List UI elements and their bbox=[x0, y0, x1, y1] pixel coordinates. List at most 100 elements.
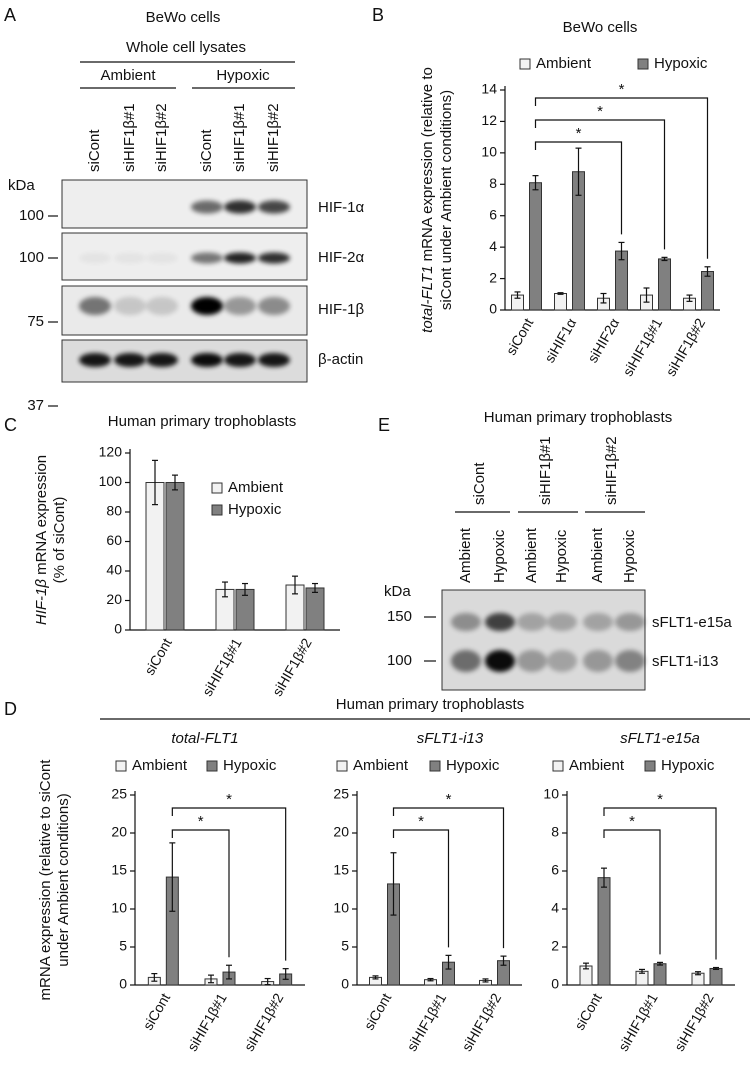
error-bar bbox=[292, 575, 298, 595]
significance-label: * bbox=[446, 791, 452, 808]
group-label: siHIF1β#1 bbox=[537, 436, 554, 505]
x-tick-label: siHIF1β#1 bbox=[199, 635, 245, 699]
error-bar bbox=[643, 287, 650, 303]
legend-swatch bbox=[336, 760, 348, 772]
y-tick-label: 0 bbox=[114, 621, 122, 637]
y-tick-label: 5 bbox=[341, 938, 349, 954]
lane-label: siHIF1β#2 bbox=[265, 103, 282, 172]
legend-label: Ambient bbox=[536, 55, 592, 72]
blot-band bbox=[146, 353, 178, 367]
marker-label: 37 bbox=[27, 397, 44, 414]
y-tick-label: 25 bbox=[111, 786, 127, 802]
error-bar bbox=[532, 175, 539, 191]
y-tick-label: 60 bbox=[106, 532, 122, 548]
marker-label: 100 bbox=[387, 652, 412, 669]
significance-bracket bbox=[171, 807, 287, 961]
bar bbox=[165, 482, 185, 631]
legend-swatch bbox=[115, 760, 127, 772]
y-tick-label: 25 bbox=[333, 786, 349, 802]
legend-label: Ambient bbox=[228, 479, 284, 496]
error-bar bbox=[312, 582, 318, 593]
blot-band bbox=[79, 252, 111, 264]
y-tick-label: 4 bbox=[489, 238, 497, 254]
bar bbox=[701, 271, 714, 311]
y-tick-label: 0 bbox=[551, 976, 559, 992]
x-tick-label: siHIF1β#1 bbox=[403, 990, 449, 1054]
significance-bracket bbox=[534, 97, 709, 259]
blot-title: Human primary trophoblasts bbox=[484, 409, 672, 426]
significance-label: * bbox=[597, 103, 603, 120]
blot-band bbox=[191, 200, 223, 214]
band-label: β-actin bbox=[318, 351, 363, 368]
bar bbox=[305, 587, 325, 631]
lane-label: Hypoxic bbox=[553, 529, 570, 583]
legend-label: Hypoxic bbox=[661, 757, 715, 774]
panel-title: Human primary trophoblasts bbox=[336, 696, 524, 713]
bar bbox=[653, 963, 667, 986]
blot-panel bbox=[441, 589, 646, 691]
y-axis-label-part: mRNA expression bbox=[33, 455, 50, 579]
lane-label: Hypoxic bbox=[621, 529, 638, 583]
bar bbox=[529, 182, 542, 311]
significance-bracket bbox=[603, 807, 717, 960]
error-bar bbox=[169, 842, 176, 912]
panel-letter: E bbox=[378, 415, 390, 435]
blot-band bbox=[451, 650, 481, 672]
group-label: Hypoxic bbox=[216, 67, 270, 84]
blot-band bbox=[79, 353, 111, 367]
marker-label: 150 bbox=[387, 608, 412, 625]
chart-title: sFLT1-e15a bbox=[620, 730, 700, 747]
y-tick-label: 5 bbox=[119, 938, 127, 954]
group-label: siCont bbox=[471, 462, 488, 505]
error-bar bbox=[264, 977, 271, 986]
y-axis-label: siCont under Ambient conditions) bbox=[438, 90, 455, 310]
y-tick-label: 20 bbox=[106, 591, 122, 607]
y-tick-label: 8 bbox=[551, 824, 559, 840]
blot-band bbox=[114, 297, 146, 315]
legend-swatch bbox=[211, 482, 223, 494]
error-bar bbox=[151, 972, 158, 982]
blot-band bbox=[451, 613, 481, 631]
error-bar bbox=[282, 968, 289, 980]
blot-band bbox=[547, 613, 577, 631]
significance-bracket bbox=[392, 829, 450, 948]
error-bar bbox=[208, 974, 214, 984]
y-tick-label: 10 bbox=[481, 144, 497, 160]
x-tick-label: siHIF1β#2 bbox=[662, 315, 708, 379]
bar bbox=[597, 877, 611, 986]
significance-bracket bbox=[392, 807, 505, 949]
y-axis-label-part: siCont under Ambient conditions) bbox=[438, 90, 455, 310]
significance-label: * bbox=[418, 813, 424, 830]
blot-band bbox=[615, 613, 645, 631]
marker-label: 75 bbox=[27, 313, 44, 330]
legend-label: Hypoxic bbox=[446, 757, 500, 774]
y-axis-label-part: HIF-1β bbox=[33, 579, 50, 626]
significance-label: * bbox=[619, 81, 625, 98]
legend-swatch bbox=[637, 58, 649, 70]
y-tick-label: 20 bbox=[111, 824, 127, 840]
blot-band bbox=[547, 650, 577, 672]
error-bar bbox=[713, 966, 719, 971]
y-axis-label-part: total-FLT1 bbox=[419, 266, 436, 333]
lane-label: siHIF1β#2 bbox=[153, 103, 170, 172]
x-tick-label: siHIF1β#1 bbox=[619, 315, 665, 379]
significance-label: * bbox=[629, 813, 635, 830]
blot-band bbox=[114, 353, 146, 367]
blot-band bbox=[114, 252, 146, 264]
x-tick-label: siHIF1β#1 bbox=[615, 990, 661, 1054]
y-tick-label: 0 bbox=[489, 301, 497, 317]
band-label: sFLT1-i13 bbox=[652, 653, 718, 670]
panel-letter: B bbox=[372, 5, 384, 25]
y-axis-label: (% of siCont) bbox=[51, 497, 68, 584]
significance-label: * bbox=[657, 791, 663, 808]
error-bar bbox=[242, 582, 248, 596]
error-bar bbox=[575, 147, 582, 196]
band-label: HIF-1β bbox=[318, 301, 365, 318]
legend-label: Hypoxic bbox=[228, 501, 282, 518]
lane-label: Ambient bbox=[589, 527, 606, 583]
x-tick-label: siHIF1β#1 bbox=[184, 990, 230, 1054]
blot-band bbox=[517, 613, 547, 631]
significance-label: * bbox=[576, 125, 582, 142]
legend-label: Ambient bbox=[353, 757, 409, 774]
y-tick-label: 15 bbox=[333, 862, 349, 878]
